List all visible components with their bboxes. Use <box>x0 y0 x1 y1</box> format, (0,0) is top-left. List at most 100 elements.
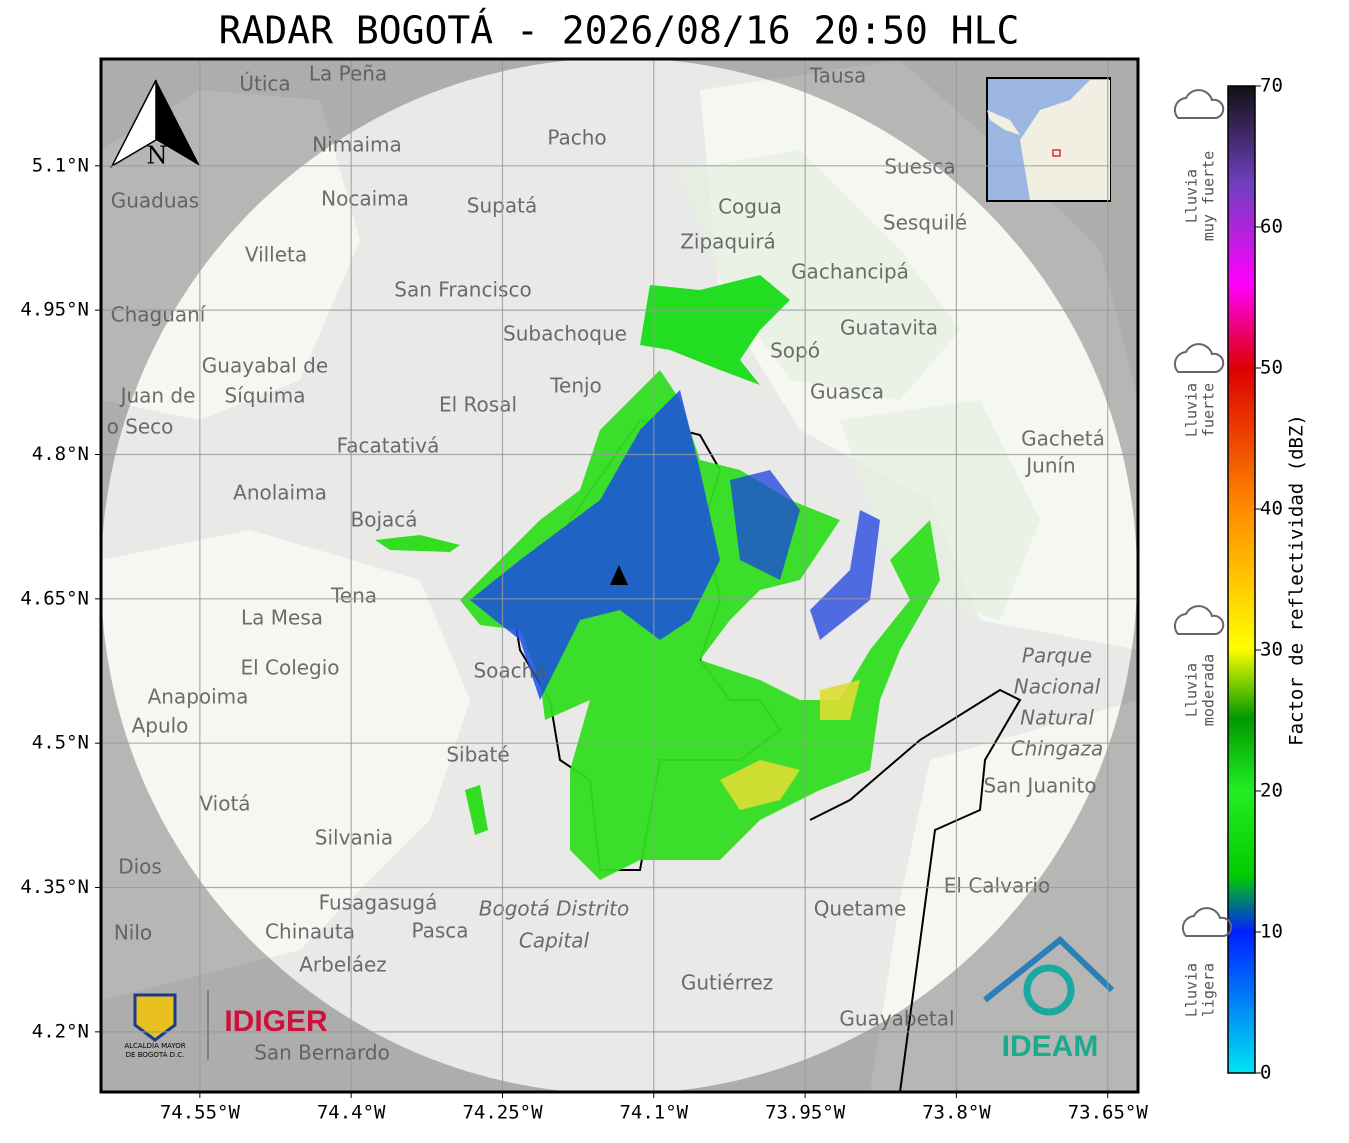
place-label: Bojacá <box>350 508 417 532</box>
rain-label: Lluvia <box>1183 169 1201 223</box>
place-label: Chinauta <box>265 920 355 944</box>
place-label: Cogua <box>718 195 782 219</box>
place-label: Fusagasugá <box>319 891 438 915</box>
place-label: Guaduas <box>111 189 199 213</box>
place-label: Arbeláez <box>299 953 387 977</box>
plot-frame <box>99 57 1140 1094</box>
logo-text: IDEAM <box>1002 1030 1099 1063</box>
x-tick-label: 73.95°W <box>765 1102 846 1124</box>
place-label: Juan de <box>119 384 196 408</box>
logo-alcaldia: ALCALDÍA MAYOR DE BOGOTÁ D.C. IDIGER <box>124 990 328 1060</box>
logo-text: DE BOGOTÁ D.C. <box>126 1050 185 1059</box>
place-label: Guayabetal <box>839 1007 954 1031</box>
place-label: Tausa <box>809 64 867 88</box>
x-tick-label: 74.25°W <box>462 1102 543 1124</box>
place-label: Síquima <box>225 384 306 408</box>
rain-label: Lluvia <box>1183 963 1201 1017</box>
place-label: Facatativá <box>337 434 440 458</box>
rain-label: Lluvia <box>1183 383 1201 437</box>
place-label: Soacha <box>473 659 546 683</box>
place-label: Sopó <box>770 339 820 363</box>
y-tick-label: 4.35°N <box>20 876 89 898</box>
place-label: Guatavita <box>840 316 938 340</box>
grid <box>101 59 1138 1092</box>
rain-label: moderada <box>1200 654 1218 726</box>
x-tick-label: 74.55°W <box>160 1102 241 1124</box>
rain-label: muy fuerte <box>1200 151 1218 241</box>
place-label: Zipaquirá <box>680 230 776 254</box>
rain-label: Lluvia <box>1183 663 1201 717</box>
park-label: Parque <box>1022 644 1092 668</box>
x-tick-label: 73.8°W <box>922 1102 991 1124</box>
place-label: Gutiérrez <box>681 971 773 995</box>
map: N Útica La Peña Tausa Pacho Nimaima Suesca Gua… <box>101 59 1138 1092</box>
inset-map <box>986 77 1111 202</box>
rain-label: fuerte <box>1200 383 1218 437</box>
place-label: San Juanito <box>983 774 1096 798</box>
colorbar <box>1227 85 1256 1074</box>
colorbar-tick-label: 60 <box>1260 216 1283 238</box>
chart-title: RADAR BOGOTÁ - 2026/08/16 20:50 HLC <box>219 9 1020 53</box>
place-label: Tena <box>330 584 377 608</box>
district-label: Bogotá Distrito <box>479 897 629 921</box>
place-label: Dios <box>118 855 162 879</box>
park-label: Natural <box>1020 706 1094 730</box>
place-label: La Peña <box>309 62 387 86</box>
place-label: Nocaima <box>321 187 409 211</box>
district-label: Capital <box>519 929 590 953</box>
place-label: Anapoima <box>148 685 249 709</box>
place-label: Gachetá <box>1021 427 1105 451</box>
colorbar-tick-label: 20 <box>1260 780 1283 802</box>
place-label: Villeta <box>245 243 307 267</box>
place-label: Pasca <box>411 919 468 943</box>
y-tick-label: 4.95°N <box>20 299 89 321</box>
colorbar-tick-label: 70 <box>1260 75 1283 97</box>
place-label: Chaguaní <box>111 303 207 327</box>
place-label: Nimaima <box>312 133 402 157</box>
colorbar-tick-label: 40 <box>1260 498 1283 520</box>
north-arrow: N <box>110 79 200 170</box>
place-label: San Bernardo <box>254 1041 390 1065</box>
rain-icons <box>1173 89 1233 937</box>
park-label: Nacional <box>1014 675 1101 699</box>
place-label: El Colegio <box>240 656 339 680</box>
colorbar-tick-label: 50 <box>1260 357 1283 379</box>
radar-echo <box>375 275 940 880</box>
place-label: Guasca <box>810 380 884 404</box>
y-tick-label: 4.5°N <box>32 732 89 754</box>
place-label: Guayabal de <box>202 354 328 378</box>
place-label: Sibaté <box>446 743 509 767</box>
x-tick-label: 73.65°W <box>1068 1102 1149 1124</box>
colorbar-tick-label: 30 <box>1260 639 1283 661</box>
y-tick-label: 4.2°N <box>32 1020 89 1042</box>
place-label: Viotá <box>199 792 250 816</box>
rain-label: ligera <box>1200 963 1218 1017</box>
colorbar-tick-label: 0 <box>1260 1062 1271 1084</box>
place-label: Pacho <box>547 126 606 150</box>
place-label: Gachancipá <box>791 260 909 284</box>
logo-text: ALCALDÍA MAYOR <box>124 1041 185 1050</box>
colorbar-tick-label: 10 <box>1260 921 1283 943</box>
logo-text: IDIGER <box>224 1005 328 1038</box>
x-tick-label: 74.1°W <box>619 1102 688 1124</box>
place-label: Apulo <box>132 714 189 738</box>
place-label: Silvania <box>315 826 393 850</box>
place-label: o Seco <box>107 415 174 439</box>
place-label: Sesquilé <box>883 211 967 235</box>
y-tick-label: 4.65°N <box>20 587 89 609</box>
north-label: N <box>147 142 168 170</box>
place-label: Subachoque <box>503 322 627 346</box>
place-label: Quetame <box>814 897 907 921</box>
place-label: Nilo <box>114 921 152 945</box>
x-tick-label: 74.4°W <box>317 1102 386 1124</box>
place-label: Tenjo <box>549 374 602 398</box>
place-label: Suesca <box>884 155 955 179</box>
logo-ideam: IDEAM <box>983 936 1115 1063</box>
y-tick-label: 4.8°N <box>32 443 89 465</box>
place-label: El Calvario <box>944 874 1050 898</box>
place-label: Anolaima <box>233 481 327 505</box>
place-label: La Mesa <box>241 606 323 630</box>
place-label: Útica <box>239 72 290 96</box>
